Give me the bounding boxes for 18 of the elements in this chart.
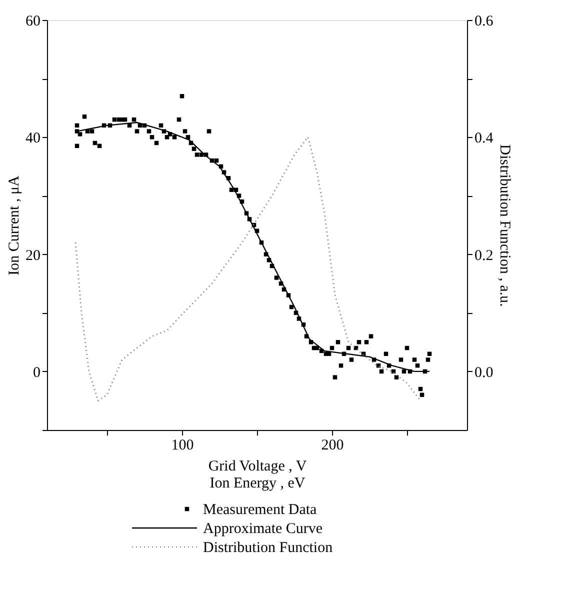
y2-tick-label: 0.4 <box>474 130 494 147</box>
legend-label: Measurement Data <box>203 502 318 518</box>
legend-label: Distribution Function <box>203 540 334 556</box>
y2-tick-label: 0.6 <box>474 14 494 30</box>
text: Grid Voltage , V <box>208 458 307 474</box>
text: Ion Energy , eV <box>210 476 306 492</box>
y-axis-title: Ion Current , μA <box>6 175 22 276</box>
x-tick-label: 200 <box>321 438 344 454</box>
line-series <box>74 136 422 402</box>
y-tick-label: 60 <box>26 14 40 30</box>
y2-tick-label: 0.0 <box>474 364 494 381</box>
y-tick-label: 20 <box>26 248 40 264</box>
y2-tick-label: 0.2 <box>474 248 494 264</box>
y-tick-label: 0 <box>33 364 40 381</box>
x-tick-label: 100 <box>171 438 194 454</box>
y-tick-label: 40 <box>26 130 40 147</box>
y2-axis-title: Distribution Function , a.u. <box>496 144 512 307</box>
legend-label: Approximate Curve <box>203 521 323 537</box>
